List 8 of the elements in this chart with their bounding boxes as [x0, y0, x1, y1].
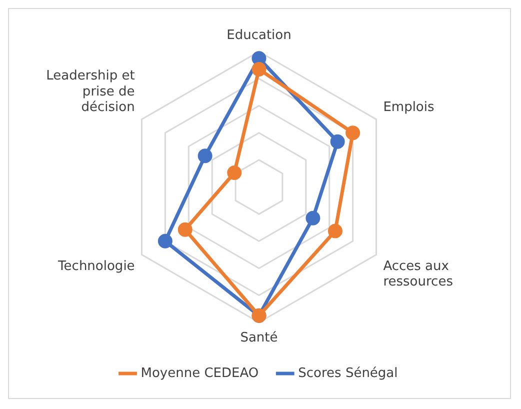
spoke-label: Santé	[240, 330, 278, 346]
spoke-label: Leadership et prise de décision	[46, 68, 135, 115]
spoke-label: Acces aux ressources	[383, 258, 454, 290]
spoke-label: Technologie	[57, 258, 135, 274]
spoke-label: Emplois	[383, 100, 434, 115]
legend-label: Moyenne CEDEAO	[140, 366, 259, 381]
spoke-label: Education	[226, 28, 292, 44]
legend-label: Scores Sénégal	[298, 366, 398, 381]
